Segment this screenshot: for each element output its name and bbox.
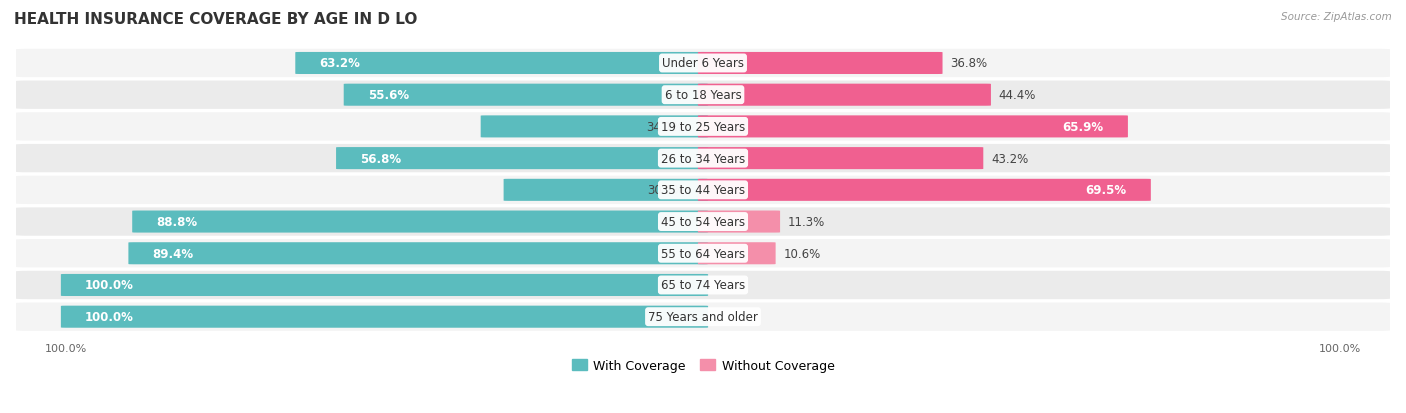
FancyBboxPatch shape [697, 53, 942, 75]
FancyBboxPatch shape [60, 274, 709, 296]
Text: 69.5%: 69.5% [1085, 184, 1126, 197]
Text: 26 to 34 Years: 26 to 34 Years [661, 152, 745, 165]
FancyBboxPatch shape [15, 207, 1391, 237]
FancyBboxPatch shape [697, 84, 991, 107]
FancyBboxPatch shape [503, 179, 709, 202]
Text: 89.4%: 89.4% [153, 247, 194, 260]
Text: 11.3%: 11.3% [787, 216, 825, 228]
Text: 75 Years and older: 75 Years and older [648, 311, 758, 323]
FancyBboxPatch shape [15, 238, 1391, 269]
FancyBboxPatch shape [132, 211, 709, 233]
Text: 36.8%: 36.8% [950, 57, 987, 70]
Text: 55.6%: 55.6% [368, 89, 409, 102]
FancyBboxPatch shape [697, 179, 1152, 202]
FancyBboxPatch shape [128, 242, 709, 265]
FancyBboxPatch shape [15, 302, 1391, 332]
Text: Source: ZipAtlas.com: Source: ZipAtlas.com [1281, 12, 1392, 22]
Text: 55 to 64 Years: 55 to 64 Years [661, 247, 745, 260]
Text: 45 to 54 Years: 45 to 54 Years [661, 216, 745, 228]
Text: 10.6%: 10.6% [783, 247, 821, 260]
Text: 6 to 18 Years: 6 to 18 Years [665, 89, 741, 102]
FancyBboxPatch shape [60, 306, 709, 328]
FancyBboxPatch shape [697, 148, 983, 170]
Text: 100.0%: 100.0% [86, 279, 134, 292]
FancyBboxPatch shape [295, 53, 709, 75]
FancyBboxPatch shape [15, 144, 1391, 174]
Text: Under 6 Years: Under 6 Years [662, 57, 744, 70]
FancyBboxPatch shape [15, 80, 1391, 111]
FancyBboxPatch shape [336, 148, 709, 170]
FancyBboxPatch shape [481, 116, 709, 138]
Text: 100.0%: 100.0% [86, 311, 134, 323]
Text: 65.9%: 65.9% [1063, 121, 1104, 133]
Legend: With Coverage, Without Coverage: With Coverage, Without Coverage [572, 359, 834, 372]
FancyBboxPatch shape [15, 49, 1391, 79]
Text: 34.1%: 34.1% [647, 121, 683, 133]
FancyBboxPatch shape [697, 116, 1128, 138]
Text: 30.5%: 30.5% [647, 184, 683, 197]
FancyBboxPatch shape [15, 112, 1391, 142]
Text: HEALTH INSURANCE COVERAGE BY AGE IN D LO: HEALTH INSURANCE COVERAGE BY AGE IN D LO [14, 12, 418, 27]
FancyBboxPatch shape [697, 242, 776, 265]
Text: 44.4%: 44.4% [998, 89, 1036, 102]
Text: 56.8%: 56.8% [360, 152, 401, 165]
Text: 65 to 74 Years: 65 to 74 Years [661, 279, 745, 292]
Text: 19 to 25 Years: 19 to 25 Years [661, 121, 745, 133]
FancyBboxPatch shape [15, 270, 1391, 301]
Text: 35 to 44 Years: 35 to 44 Years [661, 184, 745, 197]
Text: 43.2%: 43.2% [991, 152, 1028, 165]
FancyBboxPatch shape [343, 84, 709, 107]
FancyBboxPatch shape [15, 175, 1391, 206]
Text: 63.2%: 63.2% [319, 57, 360, 70]
FancyBboxPatch shape [697, 211, 780, 233]
Text: 88.8%: 88.8% [156, 216, 198, 228]
